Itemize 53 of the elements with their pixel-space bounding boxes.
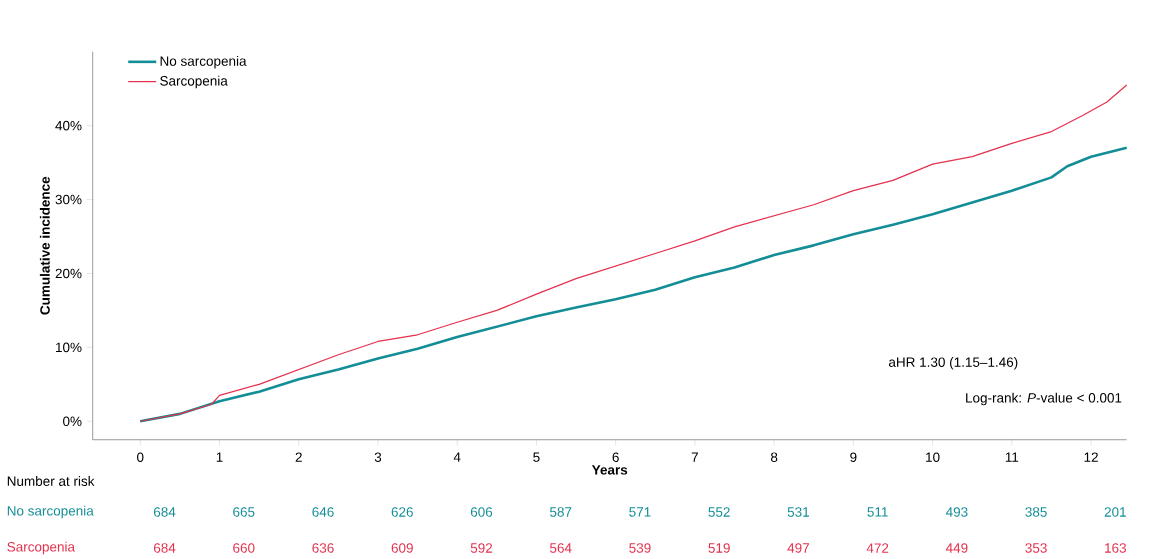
text: 684 xyxy=(153,543,176,553)
text: 587 xyxy=(550,507,572,517)
text: 609 xyxy=(391,543,413,553)
x-tick-label: 10 xyxy=(926,452,940,463)
x-axis-title: Years xyxy=(591,465,628,475)
text: 449 xyxy=(945,543,968,553)
x-tick-label: 7 xyxy=(691,452,698,462)
y-tick-label: 0% xyxy=(63,416,82,427)
x-tick-label: 4 xyxy=(453,452,461,462)
x-tick-label: 5 xyxy=(533,452,540,462)
x-tick-label: 8 xyxy=(770,452,778,463)
x-tick-label: 9 xyxy=(850,452,857,463)
text: 564 xyxy=(550,543,572,553)
text: 497 xyxy=(787,543,809,553)
text: Number at risk xyxy=(7,476,95,487)
text: 531 xyxy=(787,507,810,517)
text: 353 xyxy=(1025,543,1047,553)
y-tick-label: 40% xyxy=(55,120,82,131)
text: 660 xyxy=(233,543,255,553)
x-tick-label: 11 xyxy=(1005,452,1019,462)
text: 684 xyxy=(153,507,176,517)
text: 472 xyxy=(866,543,889,553)
text: 552 xyxy=(708,507,730,517)
text: 539 xyxy=(629,543,651,553)
text: 592 xyxy=(470,543,493,553)
text: 571 xyxy=(629,507,651,517)
text: 646 xyxy=(312,507,334,517)
text: 519 xyxy=(708,543,730,553)
text: 385 xyxy=(1025,507,1047,517)
text: 511 xyxy=(867,507,888,517)
text: 636 xyxy=(312,543,334,553)
text: 665 xyxy=(233,507,255,517)
x-tick-label: 0 xyxy=(137,452,144,463)
text: 163 xyxy=(1105,543,1127,553)
y-tick-label: 10% xyxy=(56,342,82,353)
legend-label: Sarcopenia xyxy=(160,75,228,89)
text: 201 xyxy=(1104,507,1126,517)
annotation: Log-rank: P-value < 0.001 xyxy=(966,392,1122,406)
y-tick-label: 20% xyxy=(55,268,82,279)
legend-label: No sarcopenia xyxy=(160,56,247,69)
text: Sarcopenia xyxy=(7,541,75,555)
y-axis-title: Cumulative incidence xyxy=(39,176,50,315)
text: 626 xyxy=(391,507,413,517)
x-tick-label: 3 xyxy=(374,452,382,463)
text: 493 xyxy=(945,507,968,517)
x-tick-label: 6 xyxy=(612,452,619,463)
x-tick-label: 12 xyxy=(1084,452,1098,462)
y-tick-label: 30% xyxy=(55,194,82,205)
x-tick-label: 2 xyxy=(295,452,302,462)
text: 606 xyxy=(470,507,493,517)
text: No sarcopenia xyxy=(7,505,94,519)
x-tick-label: 1 xyxy=(216,452,223,462)
annotation: aHR 1.30 (1.15–1.46) xyxy=(888,357,1018,370)
